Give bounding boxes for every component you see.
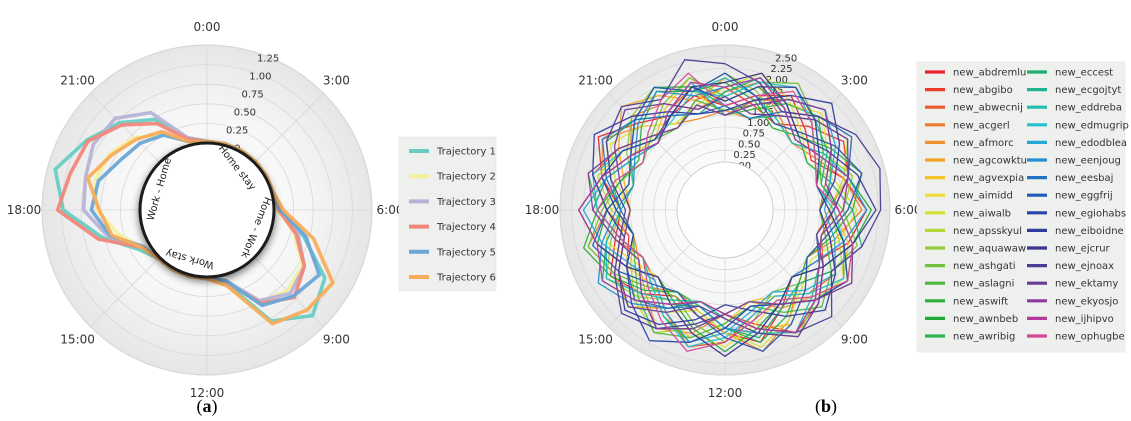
- panel-a-label: (a): [197, 396, 218, 417]
- radial-tick-label: 1.00: [249, 71, 271, 82]
- legend-label: new_eggfrij: [1055, 191, 1113, 202]
- angular-tick-label: 21:00: [578, 74, 613, 88]
- legend-label: new_awribig: [953, 332, 1015, 343]
- legend-label: new_ektamy: [1055, 279, 1118, 290]
- legend-label: new_aswift: [953, 296, 1008, 307]
- angular-tick-label: 15:00: [578, 332, 613, 346]
- legend-label: Trajectory 2: [436, 172, 496, 183]
- panel-a: 0:00 3:00 6:00 9:00 12:00 15:00 18:00 21:00 1.25…: [7, 20, 497, 400]
- angular-tick-label: 0:00: [712, 20, 739, 34]
- legend-label: Trajectory 6: [436, 273, 496, 284]
- legend-label: new_egiohabs: [1055, 208, 1126, 219]
- angular-tick-label: 9:00: [841, 332, 868, 346]
- legend-label: new_eddreba: [1055, 103, 1122, 114]
- panel-b-label: (b): [815, 396, 837, 417]
- radial-tick-label: 0.75: [242, 89, 264, 100]
- legend-label: Trajectory 1: [436, 147, 496, 158]
- legend-label: new_aquawaw: [953, 244, 1026, 255]
- radial-tick-label: 0.50: [738, 139, 760, 150]
- legend-label: new_aiwalb: [953, 208, 1011, 219]
- angular-gridline: [758, 93, 842, 177]
- legend-label: new_agvexpia: [953, 173, 1024, 184]
- angular-tick-label: 12:00: [708, 386, 743, 400]
- legend-label: Trajectory 3: [436, 197, 496, 208]
- angular-tick-label: 0:00: [194, 20, 221, 34]
- radial-tick-label: 1.75: [761, 86, 783, 97]
- legend-label: Trajectory 4: [436, 222, 496, 233]
- legend-label: new_edmugrip: [1055, 120, 1129, 131]
- legend-label: new_abdremlu: [953, 68, 1026, 79]
- angular-tick-label: 18:00: [525, 203, 560, 217]
- angular-tick-label: 9:00: [323, 332, 350, 346]
- legend-label: new_eiboidne: [1055, 226, 1124, 237]
- radial-tick-label: 1.50: [757, 96, 779, 107]
- legend-label: new_ekyosjo: [1055, 296, 1118, 307]
- legend-label: new_ijhipvo: [1055, 314, 1114, 325]
- series-line-trajectory-6: [86, 129, 335, 326]
- legend-label: new_ejnoax: [1055, 261, 1114, 272]
- series-line-new-ophugbe: [596, 72, 854, 352]
- radial-tick-label: 1.00: [747, 118, 769, 129]
- angular-gridline: [90, 257, 160, 327]
- legend-label: new_ophugbe: [1055, 332, 1125, 343]
- panel-b: 0:00 3:00 6:00 9:00 12:00 15:00 18:00 21:00 2.50…: [525, 20, 1129, 400]
- legend-label: new_eccest: [1055, 68, 1113, 79]
- angular-tick-label: 6:00: [377, 203, 404, 217]
- legend-label: new_afmorc: [953, 138, 1014, 149]
- angular-tick-label: 12:00: [190, 386, 225, 400]
- inner-hole: [138, 141, 276, 279]
- legend-label: new_aslagni: [953, 279, 1014, 290]
- angular-gridline: [758, 243, 842, 327]
- legend-label: new_aimidd: [953, 191, 1013, 202]
- legend-label: new_edodblea: [1055, 138, 1127, 149]
- angular-gridline: [254, 93, 324, 163]
- legend-label: new_awnbeb: [953, 314, 1018, 325]
- legend-label: Trajectory 5: [436, 247, 496, 258]
- inner-hole: [676, 161, 774, 259]
- legend-label: new_ecgojtyt: [1055, 85, 1121, 96]
- legend-label: new_ashgati: [953, 261, 1016, 272]
- legend-label: new_apsskyul: [953, 226, 1022, 237]
- angular-tick-label: 15:00: [60, 332, 95, 346]
- radial-tick-label: 0.50: [234, 107, 256, 118]
- legend-label: new_acgerl: [953, 120, 1010, 131]
- legend-box: [398, 136, 497, 292]
- radial-tick-label: 1.25: [257, 53, 279, 64]
- angular-gridline: [90, 93, 160, 163]
- radial-tick-label: 0.25: [733, 150, 755, 161]
- angular-tick-label: 18:00: [7, 203, 42, 217]
- radial-tick-label: 2.50: [775, 53, 797, 64]
- legend-label: new_eenjoug: [1055, 156, 1121, 167]
- angular-tick-label: 3:00: [841, 74, 868, 88]
- series-line-new-eiboidne: [592, 94, 841, 326]
- legend-label: new_abgibo: [953, 85, 1013, 96]
- radial-tick-label: 2.00: [766, 75, 788, 86]
- legend-box: [916, 61, 1126, 353]
- radial-tick-label: 2.25: [770, 64, 792, 75]
- legend-label: new_ejcrur: [1055, 244, 1111, 255]
- legend-label: new_agcowktu: [953, 156, 1027, 167]
- series-line-new-ijhipvo: [578, 77, 849, 334]
- legend-label: new_eesbaj: [1055, 173, 1113, 184]
- angular-tick-label: 3:00: [323, 74, 350, 88]
- radial-tick-label: 0.75: [743, 129, 765, 140]
- angular-tick-label: 6:00: [895, 203, 922, 217]
- angular-tick-label: 21:00: [60, 74, 95, 88]
- series-line-new-ektamy: [613, 95, 849, 338]
- legend-label: new_abwecnij: [953, 103, 1023, 114]
- radial-tick-label: 0.25: [226, 125, 248, 136]
